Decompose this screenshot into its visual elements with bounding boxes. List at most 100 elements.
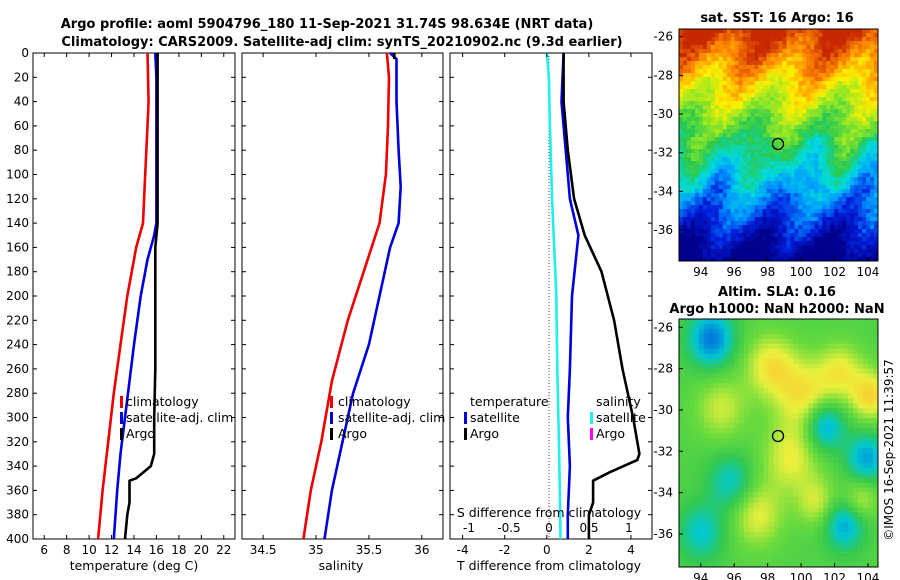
sst-cell [842, 217, 847, 222]
sst-cell [854, 109, 859, 114]
sst-cell [818, 189, 823, 194]
sst-cell [726, 29, 732, 34]
sst-cell [786, 225, 791, 230]
sst-cell [822, 89, 827, 94]
sst-cell [738, 29, 743, 34]
sla-cell [818, 423, 824, 429]
sla-cell [823, 323, 829, 330]
sst-cell [750, 213, 755, 218]
sla-cell [803, 438, 809, 444]
temperature-series-0 [96, 52, 150, 540]
sst-cell [722, 77, 728, 82]
sst-cell [710, 253, 716, 258]
sst-cell [706, 209, 712, 214]
sst-cell [710, 37, 716, 42]
sla-cell [768, 472, 774, 479]
sst-cell [786, 229, 791, 234]
sst-cell [846, 233, 851, 238]
sst-cell [862, 213, 867, 218]
sla-cell [773, 403, 779, 409]
sla-cell [828, 343, 834, 350]
sst-cell [698, 233, 704, 238]
sst-cell [774, 101, 779, 106]
sst-cell [810, 173, 815, 178]
sst-cell [690, 61, 696, 66]
sla-cell [718, 333, 725, 340]
sla-cell [783, 368, 789, 374]
sla-cell [848, 447, 854, 454]
sst-cell [722, 41, 728, 46]
sla-cell [703, 457, 710, 464]
sst-cell [830, 73, 835, 78]
sst-cell [714, 253, 720, 258]
sst-cell [798, 77, 803, 82]
sst-cell [738, 97, 743, 102]
sla-cell [863, 413, 869, 419]
sla-cell [808, 358, 814, 364]
sst-cell [690, 81, 696, 86]
sst-cell [746, 145, 751, 150]
sla-cell [808, 527, 814, 533]
sst-cell [690, 221, 696, 226]
sst-cell [766, 229, 771, 234]
sst-cell [866, 73, 871, 78]
sst-cell [866, 61, 871, 66]
sla-cell [793, 502, 799, 508]
sst-cell [782, 81, 787, 86]
sla-cell [713, 428, 720, 434]
sla-cell [798, 383, 804, 389]
sst-cell [698, 253, 704, 258]
sla-cell [698, 527, 705, 533]
sst-cell [822, 241, 827, 246]
sla-cell [679, 443, 685, 449]
sla-cell [798, 423, 804, 429]
sla-cell [679, 502, 685, 508]
sst-cell [798, 193, 803, 198]
sst-cell [698, 93, 704, 98]
sla-cell [868, 512, 874, 518]
sst-cell [786, 221, 791, 226]
sst-cell [822, 145, 827, 150]
sst-cell [786, 85, 791, 90]
sst-cell [778, 257, 783, 262]
sst-cell [818, 209, 823, 214]
sst-cell [854, 193, 859, 198]
sst-cell [802, 225, 807, 230]
sst-cell [830, 157, 835, 162]
sst-cell [858, 145, 863, 150]
sla-cell [843, 462, 849, 469]
sst-cell [866, 85, 871, 90]
sst-cell [862, 77, 867, 82]
sst-cell [798, 165, 803, 170]
sst-cell [818, 145, 823, 150]
sst-cell [702, 217, 708, 222]
sst-cell [710, 97, 716, 102]
sla-cell [848, 527, 854, 533]
sst-cell [794, 61, 799, 66]
sst-cell [810, 253, 815, 258]
sst-cell [806, 233, 811, 238]
sla-cell [748, 333, 754, 340]
sst-cell [682, 181, 688, 186]
sst-cell [830, 173, 835, 178]
sst-cell [838, 29, 843, 34]
sla-cell [838, 328, 844, 335]
sla-cell [793, 319, 799, 325]
sst-cell [714, 229, 720, 234]
sla-cell [868, 507, 874, 513]
sla-cell [738, 373, 744, 379]
sla-cell [683, 472, 690, 479]
sla-cell [708, 408, 715, 414]
sst-cell [822, 189, 827, 194]
sst-cell [742, 113, 747, 118]
sst-cell [722, 193, 728, 198]
sla-cell [768, 338, 774, 345]
sla-cell [748, 507, 754, 513]
sst-cell [870, 97, 875, 102]
sst-cell [710, 145, 716, 150]
temperature-lines [96, 52, 159, 540]
sla-cell [788, 487, 794, 493]
sla-cell [723, 348, 730, 355]
sst-cell [866, 93, 871, 98]
sst-cell [854, 185, 859, 190]
